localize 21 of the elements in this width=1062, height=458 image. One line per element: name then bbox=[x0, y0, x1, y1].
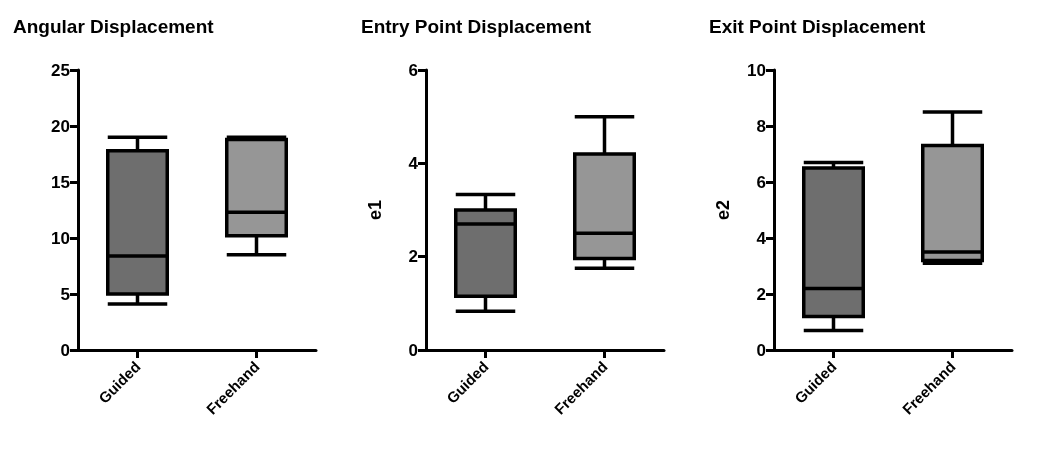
y-tick-label: 15 bbox=[51, 172, 70, 192]
y-tick-label: 10 bbox=[51, 228, 70, 248]
y-tick-label: 0 bbox=[408, 340, 418, 360]
chart-title: Entry Point Displacement bbox=[361, 16, 592, 37]
y-tick-label: 4 bbox=[408, 153, 419, 173]
y-tick-label: 10 bbox=[747, 60, 766, 80]
y-tick-label: 6 bbox=[756, 172, 766, 192]
chart-title: Angular Displacement bbox=[13, 16, 215, 37]
y-tick-label: 2 bbox=[408, 247, 418, 267]
y-tick-label: 2 bbox=[756, 284, 766, 304]
y-tick-label: 0 bbox=[756, 340, 766, 360]
y-tick-label: 8 bbox=[756, 116, 766, 136]
y-tick-label: 4 bbox=[756, 228, 767, 248]
y-tick-label: 20 bbox=[51, 116, 70, 136]
y-axis-title: e1 bbox=[365, 199, 385, 221]
y-tick-label: 25 bbox=[51, 60, 70, 80]
y-tick-label: 5 bbox=[60, 284, 70, 304]
y-axis-title: e2 bbox=[713, 199, 733, 221]
chart-title: Exit Point Displacement bbox=[709, 16, 927, 37]
y-tick-label: 6 bbox=[408, 60, 418, 80]
y-tick-label: 0 bbox=[60, 340, 70, 360]
